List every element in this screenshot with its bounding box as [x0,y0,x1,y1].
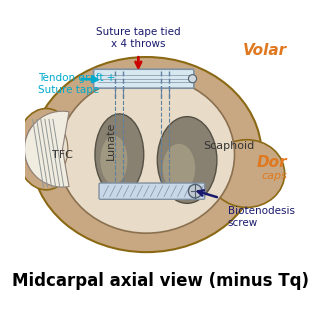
Text: TFC: TFC [52,149,72,160]
Ellipse shape [100,136,127,184]
Ellipse shape [95,114,144,195]
Text: Scaphoid: Scaphoid [204,141,255,151]
Text: Lunate: Lunate [106,122,116,160]
Text: Biotenodesis
screw: Biotenodesis screw [228,206,295,228]
Ellipse shape [31,57,262,252]
Circle shape [188,75,196,83]
Ellipse shape [58,76,235,233]
Text: caps: caps [261,171,287,181]
Text: Suture tape tied
x 4 throws: Suture tape tied x 4 throws [96,27,180,49]
Text: Dor: Dor [257,155,287,170]
FancyBboxPatch shape [99,183,205,199]
Wedge shape [25,111,69,187]
Circle shape [188,184,202,198]
Text: Volar: Volar [243,44,287,59]
FancyBboxPatch shape [94,69,194,88]
Ellipse shape [157,117,217,204]
Ellipse shape [163,144,195,193]
Ellipse shape [25,119,68,179]
Text: Tendon graft +
Suture tape: Tendon graft + Suture tape [38,73,116,95]
Ellipse shape [209,140,285,207]
Ellipse shape [16,108,76,190]
Text: Midcarpal axial view (minus Tq): Midcarpal axial view (minus Tq) [12,272,308,290]
